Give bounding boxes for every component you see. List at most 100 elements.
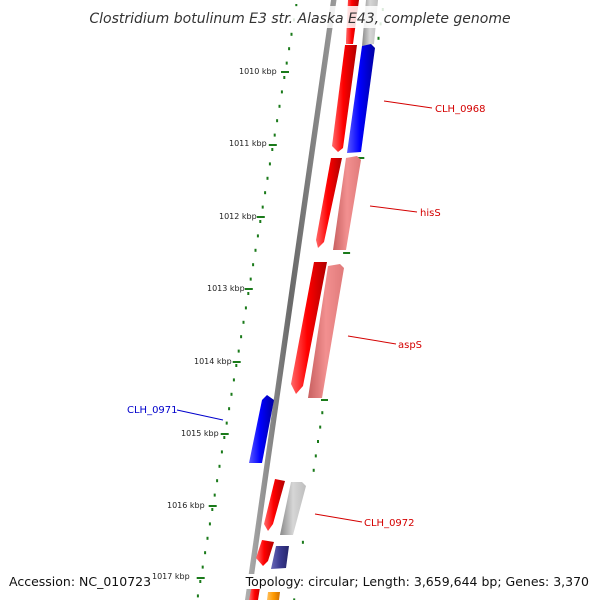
scale-dot: [228, 407, 231, 411]
scale-dot: [232, 378, 235, 382]
scale-dot: [295, 4, 298, 7]
scale-major-tick: [281, 71, 289, 73]
scale-dot: [223, 436, 226, 439]
label-clh-0968: CLH_0968: [435, 104, 486, 115]
scale-major-tick: [268, 144, 277, 146]
scale-dot: [247, 292, 250, 295]
gene-asp-s: [308, 264, 344, 398]
scale-dot: [266, 176, 269, 180]
scale-labels: 1010 kbp 1011 kbp 1012 kbp 1013 kbp 1014…: [152, 67, 277, 581]
scale-dot: [220, 450, 223, 454]
gene-red-1: [332, 45, 357, 152]
leader-asp-s: [347, 335, 397, 345]
outer-scale-dot: [301, 540, 304, 544]
scale-dot: [273, 133, 276, 137]
scale-major-tick: [220, 433, 229, 435]
tick-label-1017: 1017 kbp: [152, 572, 190, 581]
leader-clh-0968: [383, 100, 433, 109]
gene-orange: [267, 592, 280, 600]
gene-his-s: [333, 156, 361, 250]
tick-label-1014: 1014 kbp: [194, 357, 232, 366]
scale-dot: [252, 263, 255, 267]
tick-label-1013: 1013 kbp: [207, 284, 245, 293]
gene-red-5: [256, 540, 274, 566]
scale-dot: [249, 277, 252, 281]
scale-dot: [230, 392, 233, 396]
scale-major-tick: [244, 288, 253, 290]
scale-dot: [206, 536, 209, 540]
gene-navy: [271, 546, 289, 569]
scale-major-tick: [232, 361, 241, 363]
scale-dot: [280, 90, 283, 94]
scale-dot: [259, 220, 262, 223]
scale-dot: [240, 335, 243, 339]
scale-major-tick: [256, 216, 265, 218]
scale-ring: [196, 4, 298, 598]
scale-dot: [271, 148, 274, 151]
gene-red-3: [291, 262, 327, 394]
scale-dot: [218, 464, 221, 468]
label-his-s: hisS: [420, 208, 441, 219]
scale-dot: [276, 119, 279, 123]
scale-dot: [213, 493, 216, 497]
tick-label-1015: 1015 kbp: [181, 429, 219, 438]
title-backdrop: [90, 6, 510, 28]
label-asp-s: aspS: [398, 340, 422, 351]
scale-major-ticks: [196, 71, 289, 579]
scale-dot: [254, 248, 257, 252]
scale-dot: [290, 32, 293, 36]
gene-clh-0972: [280, 482, 306, 535]
tick-label-1012: 1012 kbp: [219, 212, 257, 221]
leader-clh-0972: [314, 513, 363, 523]
gene-red-2: [316, 158, 342, 248]
scale-dot: [268, 162, 271, 166]
scale-dot: [199, 580, 202, 583]
scale-dot: [204, 551, 207, 555]
outer-scale-dot: [377, 36, 380, 40]
leader-his-s: [369, 205, 418, 213]
scale-dot: [208, 522, 211, 526]
gene-red-4: [264, 479, 285, 531]
gene-clh-0968: [347, 44, 375, 153]
scale-dot: [283, 76, 286, 79]
genome-backbone: [245, 0, 337, 600]
scale-major-tick: [196, 577, 205, 579]
topology-text: Topology: circular; Length: 3,659,644 bp…: [245, 574, 589, 589]
label-clh-0971: CLH_0971: [127, 405, 178, 416]
outer-major-tick: [321, 399, 328, 401]
tick-label-1011: 1011 kbp: [229, 139, 267, 148]
scale-dot: [216, 479, 219, 483]
scale-dot: [225, 421, 228, 425]
accession-text: Accession: NC_010723: [9, 574, 152, 589]
outer-scale-dot: [317, 440, 319, 443]
outer-scale-dot: [319, 425, 322, 429]
scale-major-tick: [208, 505, 217, 507]
scale-dot: [285, 61, 288, 65]
scale-dot: [196, 594, 199, 598]
scale-dot: [278, 104, 281, 108]
outer-scale-dot: [321, 411, 324, 415]
scale-dot: [211, 508, 214, 511]
outer-scale-dot: [312, 468, 315, 472]
map-title: Clostridium botulinum E3 str. Alaska E43…: [89, 11, 510, 27]
outer-major-tick: [343, 252, 351, 254]
gene-clh-0971: [249, 395, 274, 463]
scale-dot: [256, 234, 259, 238]
outer-scale-dot: [293, 598, 296, 600]
tick-label-1010: 1010 kbp: [239, 67, 277, 76]
scale-dot: [235, 364, 238, 367]
leader-clh-0971: [176, 409, 224, 421]
scale-dot: [201, 565, 204, 569]
outer-scale-dot: [314, 454, 317, 458]
scale-dot: [288, 47, 291, 51]
scale-dot: [261, 205, 264, 209]
scale-dot: [242, 320, 245, 324]
scale-dot: [244, 306, 247, 310]
tick-label-1016: 1016 kbp: [167, 501, 205, 510]
scale-dot: [237, 349, 240, 353]
gene-features: [249, 0, 378, 600]
scale-dot: [264, 191, 267, 195]
outer-major-tick: [357, 157, 365, 159]
label-clh-0972: CLH_0972: [364, 518, 415, 529]
